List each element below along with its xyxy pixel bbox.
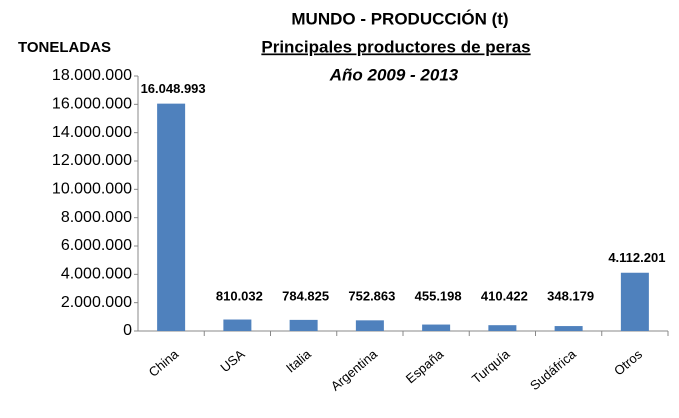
bar xyxy=(422,324,451,331)
y-axis-label: TONELADAS xyxy=(18,39,111,56)
x-tick-label: España xyxy=(403,346,447,386)
y-tick-label: 8.000.000 xyxy=(61,209,132,226)
chart-title: MUNDO - PRODUCCIÓN (t) xyxy=(291,9,508,28)
data-label: 348.179 xyxy=(547,288,594,303)
x-tick-label: Otros xyxy=(611,346,645,378)
y-tick-label: 0 xyxy=(123,322,132,339)
y-tick-label: 4.000.000 xyxy=(61,266,132,283)
data-label: 810.032 xyxy=(216,288,263,303)
y-tick-label: 6.000.000 xyxy=(61,237,132,254)
data-label: 4.112.201 xyxy=(608,250,665,265)
x-tick-label: Turquía xyxy=(469,346,513,386)
y-tick-label: 2.000.000 xyxy=(61,294,132,311)
y-tick-label: 18.000.000 xyxy=(52,67,132,84)
chart-subtitle: Principales productores de peras xyxy=(261,37,530,56)
annotation: Año 2009 - 2013 xyxy=(329,65,459,84)
bar xyxy=(157,103,186,331)
data-label: 784.825 xyxy=(282,288,329,303)
bar xyxy=(355,320,384,331)
x-tick-label: USA xyxy=(217,346,247,375)
bar xyxy=(488,325,517,331)
x-tick-label: Italia xyxy=(283,346,314,376)
data-label: 455.198 xyxy=(415,288,462,303)
bar xyxy=(289,319,318,331)
y-tick-label: 10.000.000 xyxy=(52,181,132,198)
data-label: 410.422 xyxy=(481,288,528,303)
bar xyxy=(620,272,649,331)
x-tick-label: China xyxy=(146,346,182,380)
data-label: 16.048.993 xyxy=(141,81,206,96)
data-label: 752.863 xyxy=(348,288,395,303)
x-tick-label: Argentina xyxy=(328,346,381,394)
y-tick-label: 14.000.000 xyxy=(52,124,132,141)
y-tick-label: 12.000.000 xyxy=(52,152,132,169)
bar xyxy=(223,319,252,331)
y-tick-label: 16.000.000 xyxy=(52,96,132,113)
x-tick-label: Sudáfrica xyxy=(527,346,579,393)
bar xyxy=(554,326,583,331)
